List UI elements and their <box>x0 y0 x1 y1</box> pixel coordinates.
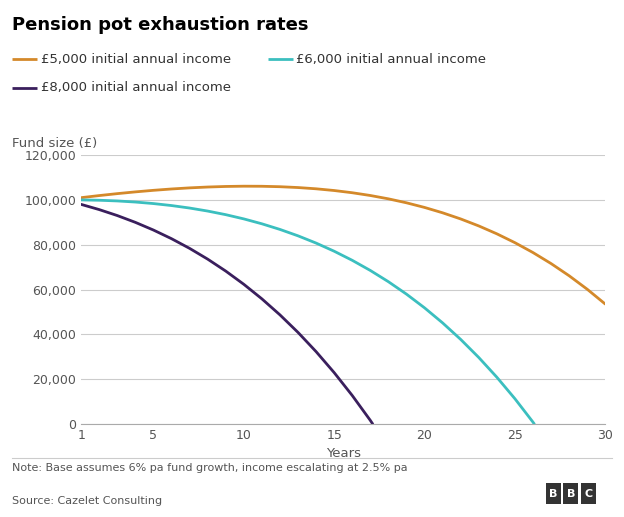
£6,000 initial annual income <box>276 226 284 233</box>
Text: Source: Cazelet Consulting: Source: Cazelet Consulting <box>12 496 163 506</box>
Text: Fund size (£): Fund size (£) <box>12 137 98 150</box>
£5,000 initial annual income <box>384 196 392 202</box>
Text: £5,000 initial annual income: £5,000 initial annual income <box>41 53 231 66</box>
Text: £6,000 initial annual income: £6,000 initial annual income <box>296 53 486 66</box>
£5,000 initial annual income <box>295 185 302 191</box>
£5,000 initial annual income <box>150 187 157 193</box>
£5,000 initial annual income <box>511 239 519 246</box>
Text: £8,000 initial annual income: £8,000 initial annual income <box>41 81 230 95</box>
£5,000 initial annual income <box>276 184 284 190</box>
£6,000 initial annual income <box>186 205 193 211</box>
£5,000 initial annual income <box>258 183 266 189</box>
Line: £6,000 initial annual income: £6,000 initial annual income <box>81 200 534 424</box>
£8,000 initial annual income <box>258 296 266 302</box>
Text: Pension pot exhaustion rates: Pension pot exhaustion rates <box>12 16 309 34</box>
£5,000 initial annual income <box>132 189 139 195</box>
£5,000 initial annual income <box>222 184 230 190</box>
£5,000 initial annual income <box>114 191 121 197</box>
£5,000 initial annual income <box>565 272 573 279</box>
Line: £8,000 initial annual income: £8,000 initial annual income <box>81 204 373 424</box>
X-axis label: Years: Years <box>326 447 361 460</box>
£5,000 initial annual income <box>77 194 85 201</box>
Text: B: B <box>567 489 575 499</box>
£5,000 initial annual income <box>366 192 374 199</box>
£6,000 initial annual income <box>95 197 103 203</box>
£6,000 initial annual income <box>457 336 464 342</box>
£8,000 initial annual income <box>150 227 157 233</box>
£6,000 initial annual income <box>168 203 175 209</box>
£5,000 initial annual income <box>547 261 555 267</box>
£8,000 initial annual income <box>240 281 248 287</box>
£6,000 initial annual income <box>77 197 85 203</box>
£5,000 initial annual income <box>457 216 464 222</box>
£8,000 initial annual income <box>366 417 374 423</box>
Line: £5,000 initial annual income: £5,000 initial annual income <box>81 186 605 304</box>
£6,000 initial annual income <box>150 201 157 207</box>
£5,000 initial annual income <box>421 204 428 210</box>
£6,000 initial annual income <box>493 374 500 381</box>
£8,000 initial annual income <box>204 256 212 262</box>
£8,000 initial annual income <box>114 212 121 219</box>
Text: Note: Base assumes 6% pa fund growth, income escalating at 2.5% pa: Note: Base assumes 6% pa fund growth, in… <box>12 463 408 473</box>
£8,000 initial annual income <box>132 219 139 225</box>
£5,000 initial annual income <box>204 184 212 190</box>
£8,000 initial annual income <box>168 236 175 242</box>
£5,000 initial annual income <box>168 186 175 192</box>
Text: B: B <box>549 489 558 499</box>
£6,000 initial annual income <box>222 211 230 218</box>
£5,000 initial annual income <box>240 183 248 189</box>
£5,000 initial annual income <box>313 186 320 192</box>
£8,000 initial annual income <box>95 206 103 212</box>
£6,000 initial annual income <box>475 354 482 360</box>
Text: C: C <box>584 489 593 499</box>
£6,000 initial annual income <box>258 221 266 227</box>
£6,000 initial annual income <box>240 216 248 222</box>
£8,000 initial annual income <box>295 329 302 336</box>
£8,000 initial annual income <box>313 348 320 355</box>
£5,000 initial annual income <box>493 231 500 237</box>
£6,000 initial annual income <box>402 291 410 297</box>
£5,000 initial annual income <box>348 190 356 196</box>
£8,000 initial annual income <box>77 201 85 207</box>
£5,000 initial annual income <box>529 250 537 256</box>
£6,000 initial annual income <box>114 198 121 204</box>
£6,000 initial annual income <box>511 396 519 402</box>
£5,000 initial annual income <box>602 301 609 307</box>
£6,000 initial annual income <box>313 240 320 246</box>
£8,000 initial annual income <box>276 312 284 318</box>
£6,000 initial annual income <box>348 257 356 264</box>
£6,000 initial annual income <box>295 233 302 239</box>
£6,000 initial annual income <box>530 421 538 427</box>
£5,000 initial annual income <box>439 210 446 216</box>
£6,000 initial annual income <box>331 248 338 254</box>
£6,000 initial annual income <box>439 320 446 326</box>
£6,000 initial annual income <box>132 199 139 205</box>
£8,000 initial annual income <box>186 245 193 251</box>
£5,000 initial annual income <box>95 192 103 199</box>
£5,000 initial annual income <box>186 185 193 191</box>
£5,000 initial annual income <box>331 188 338 194</box>
£5,000 initial annual income <box>402 200 410 206</box>
£5,000 initial annual income <box>475 223 482 229</box>
£6,000 initial annual income <box>529 419 537 425</box>
£8,000 initial annual income <box>348 392 356 399</box>
£6,000 initial annual income <box>204 208 212 214</box>
£5,000 initial annual income <box>583 286 591 292</box>
£6,000 initial annual income <box>366 267 374 273</box>
£8,000 initial annual income <box>222 268 230 274</box>
£8,000 initial annual income <box>369 421 376 427</box>
£6,000 initial annual income <box>384 279 392 285</box>
£6,000 initial annual income <box>421 305 428 311</box>
£8,000 initial annual income <box>331 370 338 376</box>
